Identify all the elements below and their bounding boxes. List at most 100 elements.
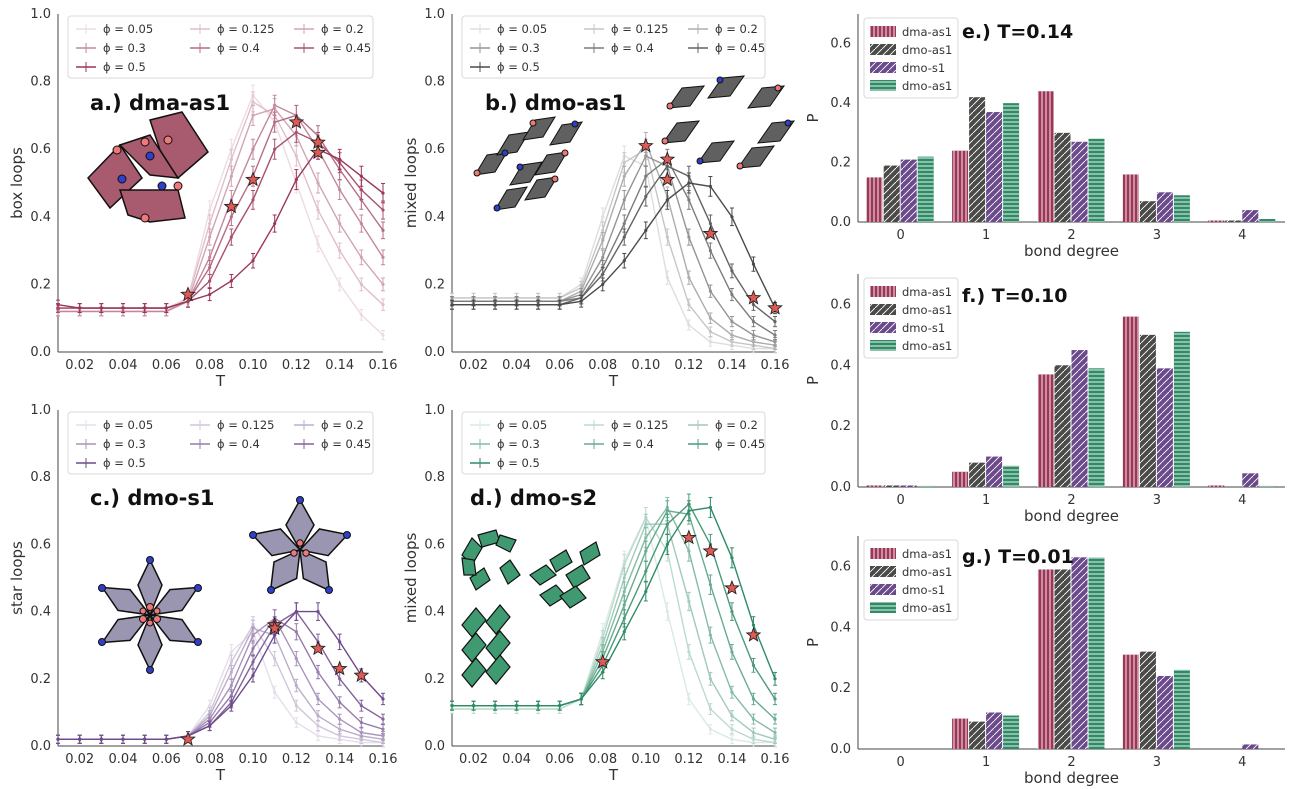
- legend-entry: dmo-as1: [870, 79, 952, 93]
- critical-point-star: [659, 171, 676, 187]
- data-point: [536, 303, 540, 307]
- x-tick-label: 0: [897, 493, 905, 508]
- data-point: [558, 303, 562, 307]
- bar-hatch: [1139, 201, 1156, 222]
- data-point: [338, 727, 342, 731]
- data-point: [143, 306, 147, 310]
- legend-swatch-hatch: [870, 44, 896, 55]
- data-point: [708, 330, 713, 334]
- legend-label: ϕ = 0.45: [321, 437, 371, 451]
- legend-label: ϕ = 0.5: [103, 60, 146, 74]
- legend-label: ϕ = 0.3: [497, 437, 540, 451]
- data-point: [359, 282, 363, 286]
- legend-entry: ϕ = 0.05: [76, 22, 153, 36]
- x-tick-label: 0.12: [282, 752, 311, 767]
- critical-point-star: [180, 286, 196, 302]
- bar-hatch: [1242, 210, 1259, 222]
- series-line: [58, 610, 384, 740]
- data-point: [208, 235, 212, 239]
- legend-swatch-hatch: [870, 80, 896, 91]
- legend-entry: ϕ = 0.125: [584, 418, 668, 432]
- bar-hatch: [1122, 174, 1139, 222]
- data-point: [687, 198, 691, 202]
- bar-hatch: [1003, 465, 1020, 487]
- x-tick-label: 0.08: [588, 752, 617, 767]
- critical-point-star: [180, 731, 196, 746]
- legend-entry: dmo-as1: [870, 339, 952, 353]
- data-point: [229, 670, 233, 674]
- legend-entry: ϕ = 0.125: [584, 22, 668, 36]
- data-point: [622, 589, 626, 594]
- series-1: [450, 145, 777, 354]
- bar: [866, 177, 883, 222]
- data-point: [773, 319, 777, 324]
- x-tick-label: 0.04: [502, 358, 531, 373]
- bar-hatch: [1173, 669, 1190, 749]
- data-point: [316, 670, 320, 674]
- x-tick-label: 0.04: [109, 752, 138, 767]
- data-point: [251, 646, 255, 651]
- data-point: [273, 147, 277, 151]
- bar-hatch: [1054, 569, 1071, 749]
- bar: [1122, 316, 1139, 487]
- bar: [952, 150, 969, 222]
- bar-hatch: [1156, 675, 1173, 749]
- data-point: [338, 700, 342, 704]
- data-point: [229, 157, 233, 161]
- y-axis-label: mixed loops: [402, 533, 420, 624]
- data-point: [208, 255, 212, 259]
- bar: [1088, 557, 1105, 749]
- legend-label: dmo-as1: [902, 79, 952, 93]
- series-line: [452, 155, 775, 350]
- data-point: [294, 178, 298, 182]
- data-point: [622, 198, 626, 202]
- data-point: [359, 720, 363, 725]
- data-point: [773, 333, 777, 337]
- panel-c-title: c.) dmo-s1: [90, 486, 215, 510]
- y-tick-label: 0.2: [830, 681, 851, 696]
- data-point: [773, 340, 777, 344]
- bar: [1242, 744, 1259, 749]
- legend-label: ϕ = 0.3: [103, 41, 146, 55]
- data-point: [751, 717, 756, 721]
- bar-hatch: [866, 177, 883, 222]
- critical-point-star: [331, 660, 348, 676]
- bar-hatch: [1122, 316, 1139, 487]
- legend-label: ϕ = 0.3: [103, 437, 146, 451]
- panel-g-title: g.) T=0.01: [962, 546, 1074, 568]
- legend-swatch-hatch: [870, 584, 896, 595]
- panel-c-structure-illustration: [98, 496, 351, 674]
- panel-b-title: b.) dmo-as1: [485, 91, 626, 115]
- bar: [952, 471, 969, 487]
- data-point: [294, 610, 298, 614]
- legend: dma-as1 dmo-as1 dmo-s1 dmo-as1: [863, 277, 959, 359]
- legend-label: dmo-as1: [902, 339, 952, 353]
- legend-entry: ϕ = 0.4: [190, 41, 260, 55]
- data-point: [273, 633, 277, 637]
- data-point: [381, 208, 385, 212]
- series-line: [452, 158, 776, 336]
- x-tick-label: 0.16: [369, 752, 398, 767]
- y-tick-label: 0.6: [30, 537, 51, 552]
- data-point: [730, 727, 734, 731]
- legend-label: ϕ = 0.2: [321, 22, 364, 36]
- legend-entry: ϕ = 0.45: [688, 437, 765, 451]
- data-point: [644, 174, 648, 178]
- bar: [1259, 485, 1276, 487]
- data-point: [708, 505, 713, 510]
- bar: [1225, 220, 1242, 222]
- x-tick-label: 0.14: [325, 752, 354, 767]
- y-axis-label: star loops: [8, 541, 26, 615]
- data-point: [687, 276, 691, 280]
- x-tick-label: 0.16: [761, 358, 790, 373]
- data-point: [208, 292, 212, 297]
- legend-entry: ϕ = 0.5: [76, 456, 146, 470]
- data-point: [622, 161, 626, 165]
- bar: [917, 485, 934, 487]
- bar-hatch: [986, 112, 1003, 222]
- legend-swatch-hatch: [870, 548, 896, 559]
- bar-hatch: [969, 462, 986, 487]
- bar: [1173, 195, 1190, 222]
- data-point: [316, 181, 320, 185]
